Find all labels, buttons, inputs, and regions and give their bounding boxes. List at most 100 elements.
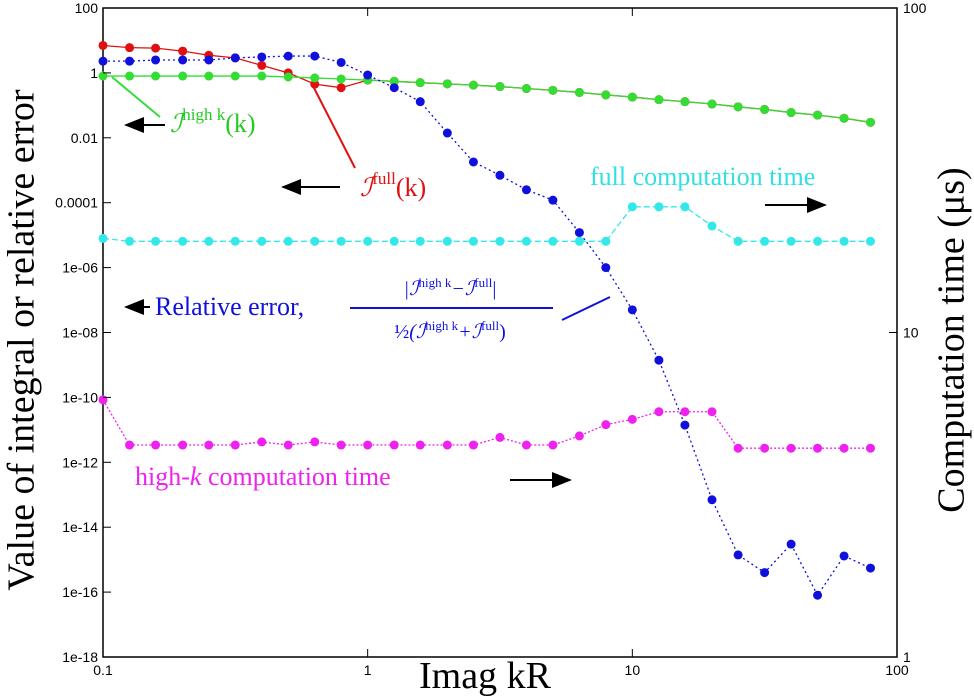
y-tick-label: 0.0001 — [55, 195, 98, 211]
annotation-part: +ℐ — [458, 321, 484, 343]
data-point — [310, 51, 320, 61]
data-point — [627, 202, 637, 212]
data-point — [548, 440, 558, 450]
data-point — [230, 440, 240, 450]
data-point — [415, 440, 425, 450]
data-point — [786, 108, 796, 118]
data-point — [257, 236, 267, 246]
data-point — [389, 76, 399, 86]
y2-tick-label: 100 — [903, 0, 927, 16]
data-point — [204, 440, 214, 450]
annotation: |ℐhigh k−ℐfull| — [404, 275, 497, 300]
annotation-part: computation time — [201, 462, 390, 491]
data-point — [178, 55, 188, 65]
annotation: ℐfull(k) — [360, 169, 426, 202]
data-point — [98, 40, 108, 50]
data-point — [813, 236, 823, 246]
data-point — [389, 440, 399, 450]
data-point — [415, 236, 425, 246]
x-tick-label: 0.1 — [93, 662, 113, 678]
data-point — [230, 236, 240, 246]
data-point — [204, 55, 214, 65]
data-point — [680, 202, 690, 212]
annotation-part: (k) — [225, 109, 255, 138]
y-tick-label: 1e-16 — [62, 584, 98, 600]
data-point — [839, 551, 849, 561]
data-point — [786, 236, 796, 246]
data-point — [125, 56, 135, 66]
data-point — [601, 236, 611, 246]
data-point — [521, 84, 531, 94]
data-point — [283, 440, 293, 450]
data-point — [548, 236, 558, 246]
annotation-part: ½ — [394, 321, 409, 343]
annotation-part: high- — [135, 462, 190, 491]
data-point — [521, 236, 531, 246]
data-point — [733, 236, 743, 246]
data-point — [98, 71, 108, 81]
data-point — [389, 236, 399, 246]
data-point — [363, 440, 373, 450]
annotation: full computation time — [590, 162, 815, 191]
data-point — [283, 236, 293, 246]
data-point — [151, 236, 161, 246]
annotation-part: | — [492, 278, 496, 300]
annotation: ℐhigh k(k) — [170, 105, 256, 138]
series-line — [102, 206, 871, 242]
data-point — [865, 236, 875, 246]
data-point — [680, 407, 690, 417]
data-point — [760, 568, 770, 578]
data-point — [310, 236, 320, 246]
data-point — [574, 431, 584, 441]
y-tick-label: 1 — [90, 65, 98, 81]
annotation-part: high k — [419, 275, 452, 290]
data-point — [574, 87, 584, 97]
data-point — [733, 550, 743, 560]
annotation: high-k computation time — [135, 462, 391, 491]
data-point — [125, 71, 135, 81]
data-point — [336, 236, 346, 246]
data-point — [336, 74, 346, 84]
y-tick-label: 0.01 — [71, 130, 98, 146]
callout-line — [561, 296, 611, 321]
data-point — [151, 440, 161, 450]
data-point — [98, 56, 108, 66]
data-point — [363, 236, 373, 246]
data-point — [204, 71, 214, 81]
y-tick-label: 1e-12 — [62, 454, 98, 470]
data-point — [363, 70, 373, 80]
annotation-part: high k — [425, 318, 458, 333]
data-point — [468, 236, 478, 246]
data-point — [733, 443, 743, 453]
data-point — [760, 236, 770, 246]
data-point — [813, 443, 823, 453]
callout-line — [312, 85, 356, 169]
data-point — [654, 407, 664, 417]
series-line — [102, 399, 871, 449]
data-point — [442, 440, 452, 450]
data-point — [468, 80, 478, 90]
data-point — [98, 395, 108, 405]
data-point — [204, 236, 214, 246]
y-tick-label: 1e-06 — [62, 260, 98, 276]
data-point — [310, 437, 320, 447]
data-point — [601, 90, 611, 100]
annotation: Relative error, — [155, 292, 304, 321]
data-point — [548, 85, 558, 95]
annotation: ½(ℐhigh k+ℐfull) — [394, 318, 506, 343]
annotation-part: (ℐ — [409, 321, 429, 343]
data-point — [495, 236, 505, 246]
data-point — [601, 263, 611, 273]
y-tick-label: 1e-10 — [62, 389, 98, 405]
data-point — [125, 440, 135, 450]
data-point — [627, 305, 637, 315]
data-point — [627, 414, 637, 424]
data-point — [521, 185, 531, 195]
data-point — [574, 228, 584, 238]
data-point — [178, 236, 188, 246]
data-point — [336, 83, 346, 93]
data-point — [654, 202, 664, 212]
x-tick-label: 10 — [625, 662, 641, 678]
data-point — [495, 170, 505, 180]
